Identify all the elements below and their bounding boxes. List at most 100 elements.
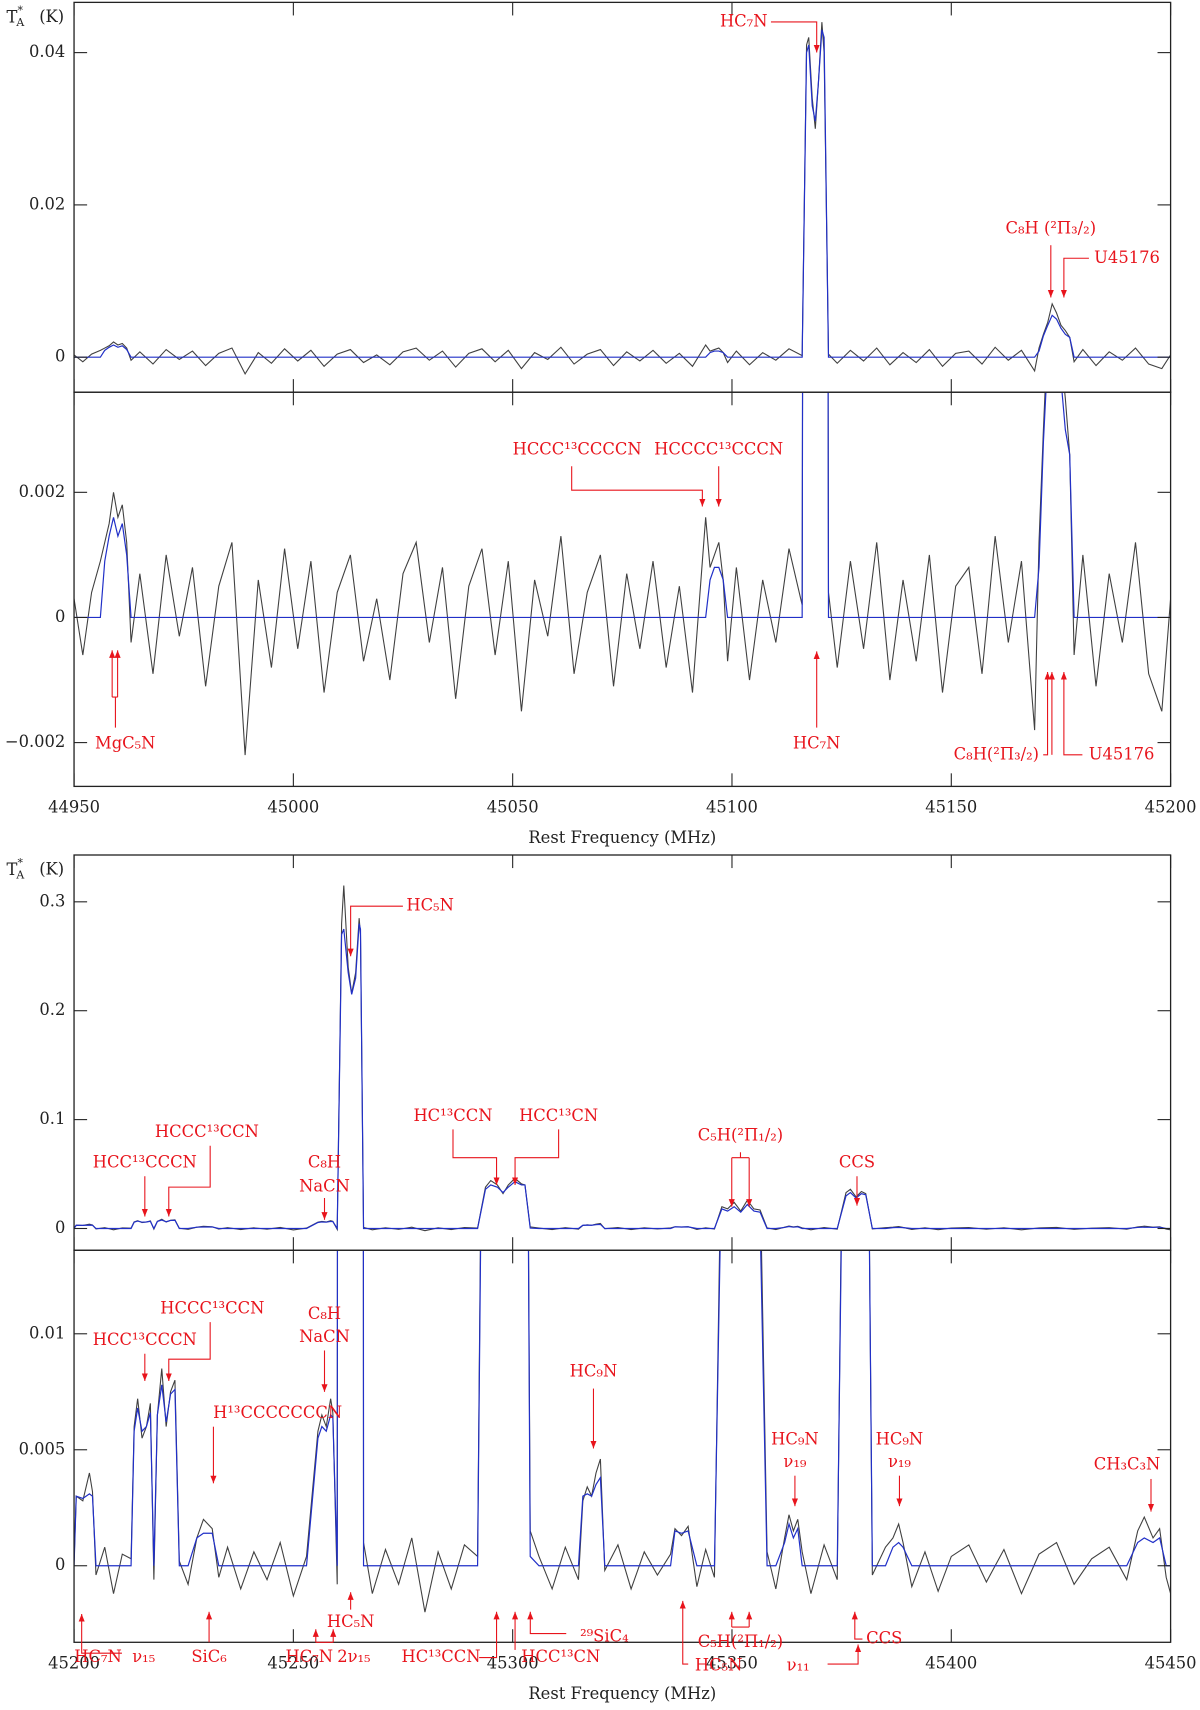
- annotation-label: HC₅N: [406, 896, 454, 915]
- annotation-arrow: [571, 466, 706, 507]
- x-tick-label: 45450: [1145, 1654, 1197, 1673]
- y-label-base: T: [7, 860, 18, 879]
- annotation-arrow: [1060, 257, 1089, 298]
- annotation-label: CH₃C₃N: [1094, 1454, 1161, 1473]
- annotation-label: HC₇N: [793, 733, 841, 752]
- annotation-label: C₈H (²Π₃/₂): [1006, 218, 1097, 237]
- x-axis-label: Rest Frequency (MHz): [528, 1684, 716, 1703]
- y-label-sup: *: [17, 857, 23, 870]
- annotation-label: NaCN: [299, 1327, 350, 1346]
- annotation-arrow: [347, 905, 403, 957]
- x-tick-label: 45100: [706, 798, 758, 817]
- y-tick-label: 0.002: [19, 482, 66, 501]
- y-tick-label: 0.005: [19, 1439, 66, 1458]
- annotation-label: ν₁₉: [783, 1452, 806, 1471]
- annotation-label: HC₅N: [327, 1612, 375, 1631]
- annotation-label: C₅H(²Π₁/₂): [698, 1632, 783, 1651]
- annotation-label: HC₉N: [570, 1362, 618, 1381]
- annotation-label: MgC₅N: [95, 733, 155, 752]
- panel-frame: [73, 1, 1172, 393]
- model-spectrum: [74, 1250, 1171, 1567]
- observed-spectrum: [74, 885, 1171, 1232]
- annotation-label: C₈H: [308, 1304, 341, 1323]
- annotation-label: HCCC¹³CCN: [160, 1299, 264, 1318]
- annotation-label: ν₁₅: [132, 1647, 155, 1666]
- y-tick-label: 0.2: [39, 1000, 65, 1019]
- annotation-arrow: [527, 1611, 567, 1635]
- annotation-arrow: [679, 1600, 689, 1665]
- y-axis-label: T* A: [7, 4, 25, 29]
- annotation-label: HCC¹³CN: [519, 1106, 598, 1125]
- annotation-label: HC¹³CCN: [401, 1647, 480, 1666]
- x-tick-label: 45350: [706, 1654, 758, 1673]
- annotation-arrow: [78, 1613, 122, 1654]
- model-spectrum: [74, 392, 1171, 619]
- observed-spectrum: [74, 392, 1171, 756]
- x-tick-label: 45000: [267, 798, 319, 817]
- x-tick-label: 45200: [1145, 798, 1197, 817]
- annotation-label: HC₇N: [720, 11, 768, 30]
- annotation-label: HCC¹³CN: [521, 1647, 600, 1666]
- annotation-label: HC¹³CCN: [413, 1106, 492, 1125]
- annotation-arrow: [165, 1145, 211, 1217]
- annotation-label: HCC¹³CCCN: [93, 1330, 197, 1349]
- annotation-label: HCC¹³CCCN: [93, 1153, 197, 1172]
- annotation-arrow: [827, 1644, 862, 1665]
- panel-frame: [73, 1249, 1172, 1643]
- annotation-label: ν₁₁: [787, 1656, 810, 1675]
- annotation-label: HC₅N: [695, 1656, 743, 1675]
- y-label-sub: A: [15, 869, 24, 882]
- model-spectrum: [74, 29, 1171, 358]
- annotation-arrow: [452, 1129, 500, 1185]
- panel-frame: [73, 391, 1172, 788]
- annotation-arrow: [770, 21, 820, 53]
- annotation-arrow: [731, 1152, 750, 1159]
- annotation-arrow: [165, 1322, 211, 1381]
- annotation-label: ²⁹SiC₄: [580, 1626, 629, 1645]
- annotation-label: C₅H(²Π₁/₂): [698, 1125, 783, 1144]
- annotation-arrow: [1043, 672, 1051, 756]
- annotation-label: HCCC¹³CCN: [155, 1122, 259, 1141]
- y-label-sup: *: [17, 4, 23, 17]
- y-tick-label: 0.02: [29, 194, 65, 213]
- annotation-label: HCCC¹³CCCCN: [513, 439, 642, 458]
- annotation-label: CCS: [839, 1153, 875, 1172]
- annotation-arrow: [112, 696, 118, 728]
- observed-spectrum: [74, 1250, 1171, 1613]
- x-tick-label: 44950: [48, 798, 100, 817]
- annotation-label: C₈H: [308, 1153, 341, 1172]
- annotation-arrow: [512, 1129, 560, 1185]
- y-tick-label: 0: [55, 347, 65, 366]
- annotation-label: C₈H(²Π₃/₂): [954, 744, 1039, 763]
- annotation-label: HCCCC¹³CCCN: [654, 439, 783, 458]
- y-tick-label: 0: [55, 1555, 65, 1574]
- x-tick-label: 45250: [267, 1654, 319, 1673]
- y-tick-label: 0.01: [29, 1323, 65, 1342]
- annotation-label: HC₇N: [285, 1647, 333, 1666]
- annotation-arrow: [479, 1611, 500, 1659]
- annotation-label: H¹³CCCCCCCN: [213, 1403, 342, 1422]
- y-tick-label: 0.3: [39, 891, 65, 910]
- annotation-arrow: [851, 1611, 863, 1640]
- x-tick-label: 45300: [487, 1654, 539, 1673]
- annotation-label: HC₇N: [74, 1647, 122, 1666]
- annotation-label: ν₁₉: [888, 1452, 911, 1471]
- annotation-arrow: [1060, 672, 1083, 756]
- annotation-label: NaCN: [299, 1177, 350, 1196]
- observed-spectrum: [74, 22, 1171, 376]
- x-tick-label: 45150: [925, 798, 977, 817]
- x-tick-label: 45200: [48, 1654, 100, 1673]
- model-spectrum: [74, 923, 1171, 1231]
- y-label-base: T: [7, 7, 18, 26]
- annotation-label: U45176: [1094, 248, 1160, 267]
- y-tick-label: 0: [55, 607, 65, 626]
- y-tick-label: 0.1: [39, 1109, 65, 1128]
- y-axis-unit: (K): [39, 7, 64, 26]
- x-axis-label: Rest Frequency (MHz): [528, 828, 716, 847]
- y-label-sub: A: [15, 16, 24, 29]
- panel-frame: [73, 854, 1172, 1251]
- y-tick-label: 0.04: [29, 42, 65, 61]
- annotation-label: 2ν₁₅: [337, 1647, 370, 1666]
